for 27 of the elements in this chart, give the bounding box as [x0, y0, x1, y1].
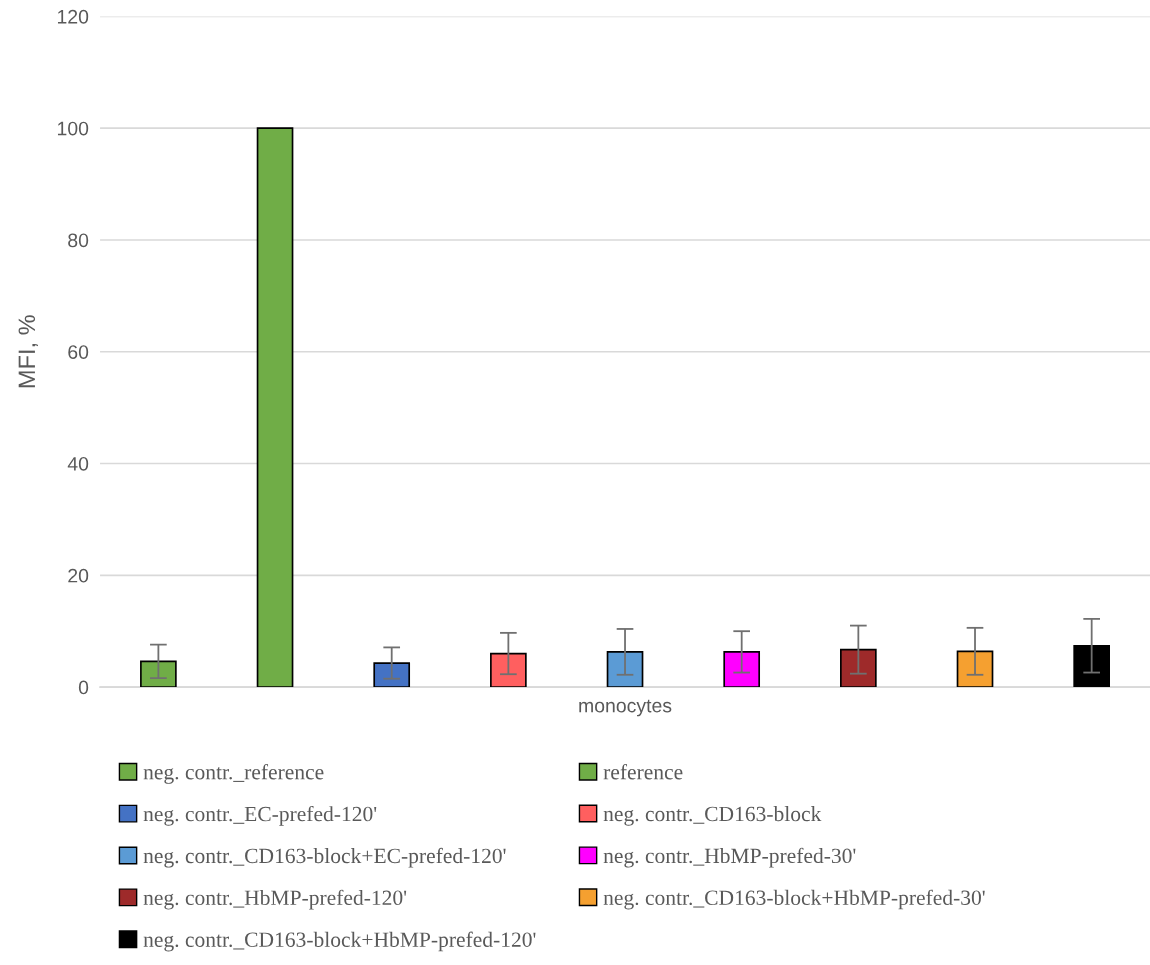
- y-tick-label: 20: [68, 568, 89, 583]
- legend-label: reference: [603, 764, 683, 780]
- bar: [606, 651, 644, 688]
- bar: [490, 652, 527, 688]
- legend-label: neg. contr._EC-prefed-120': [143, 805, 377, 826]
- y-tick-label: 60: [68, 345, 89, 359]
- legend-label: neg. contr._reference: [143, 764, 324, 784]
- y-tick-label: 100: [57, 121, 89, 136]
- y-axis-title: MFI, %: [18, 315, 38, 388]
- x-tick-label: monocytes: [579, 699, 672, 717]
- bar: [956, 650, 994, 688]
- y-tick-label: 120: [57, 9, 89, 24]
- bar: [840, 648, 877, 688]
- y-tick-label: 0: [78, 680, 89, 695]
- bar: [1073, 644, 1111, 688]
- bar: [373, 662, 411, 688]
- bar: [256, 127, 294, 688]
- y-tick-label: 40: [67, 456, 89, 471]
- legend-label: neg. contr._HbMP-prefed-120': [143, 889, 407, 910]
- bar: [140, 660, 177, 688]
- legend-label: neg. contr._CD163-block+EC-prefed-120': [143, 847, 506, 868]
- legend-label: neg. contr._CD163-block: [603, 806, 822, 826]
- legend-label: neg. contr._CD163-block+HbMP-prefed-30': [603, 889, 985, 910]
- legend-label: neg. contr._HbMP-prefed-30': [603, 847, 856, 868]
- legend-label: neg. contr._CD163-block+HbMP-prefed-120': [143, 931, 536, 952]
- y-tick-label: 80: [68, 233, 89, 248]
- bar: [723, 651, 761, 688]
